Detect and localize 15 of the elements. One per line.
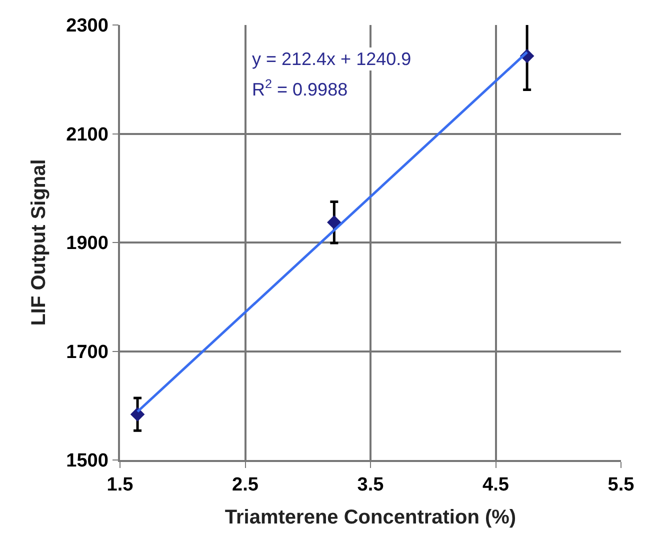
annotation: y = 212.4x + 1240.9 [252, 49, 412, 69]
y-axis-title: LIF Output Signal [28, 159, 50, 326]
annotation: R$^{2}$ = 0.9988 [252, 77, 348, 100]
point [327, 215, 342, 230]
y-tick-label: 1700 [66, 342, 108, 363]
x-axis-title: Triamterene Concentration (%) [224, 506, 516, 529]
x-tick-label: 3.5 [357, 474, 384, 496]
y-tick-label: 1500 [66, 450, 108, 472]
y-tick-label: 1900 [66, 233, 108, 254]
x-tick-label: 1.5 [106, 474, 134, 496]
y-tick-label: 2300 [66, 16, 108, 37]
x-tick-label: 5.5 [608, 474, 635, 496]
x-tick-label: 4.5 [482, 474, 510, 496]
y-tick-label: 2100 [66, 124, 108, 146]
x-tick-label: 2.5 [232, 474, 259, 496]
